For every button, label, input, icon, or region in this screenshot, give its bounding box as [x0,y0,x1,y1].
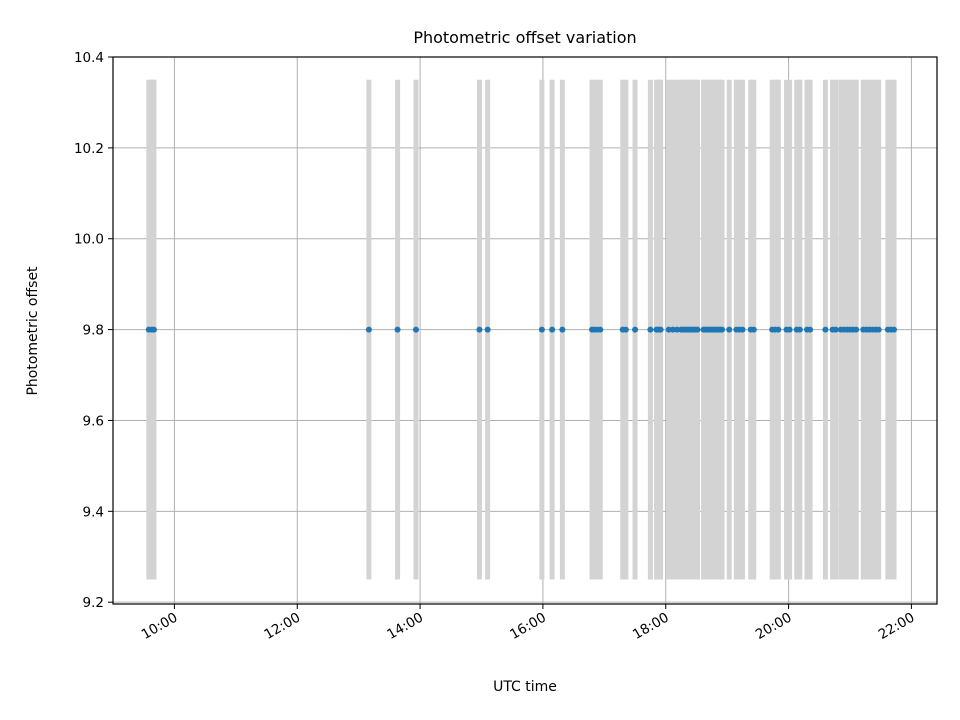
data-point [807,326,814,333]
chart-title: Photometric offset variation [413,28,636,47]
data-point [365,326,372,333]
data-point [484,326,491,333]
grid-lines [113,56,937,604]
data-point [476,326,483,333]
data-point [822,326,829,333]
data-point [875,326,882,333]
data-point [657,326,664,333]
x-tick-label: 12:00 [262,610,304,643]
y-tick-label: 9.4 [83,504,104,520]
x-axis-label: UTC time [493,679,557,695]
data-point [412,326,419,333]
data-point [549,326,556,333]
data-point [694,326,701,333]
data-point [786,326,793,333]
y-tick-label: 10.4 [74,50,104,66]
y-tick-label: 10.2 [74,141,104,157]
data-point [150,326,157,333]
data-point [622,326,629,333]
data-point [796,326,803,333]
y-tick-label: 9.8 [83,323,104,339]
plot-frame [112,56,938,605]
data-point [832,326,839,333]
y-tick-label: 10.0 [74,232,104,248]
y-axis-ticks: 9.2 9.4 9.6 9.8 10.0 10.2 10.4 [74,50,113,611]
y-tick-label: 9.6 [83,413,104,429]
x-tick-label: 14:00 [384,610,426,643]
data-point [739,326,746,333]
data-point [632,326,639,333]
data-point [394,326,401,333]
y-axis-label: Photometric offset [25,266,41,396]
data-point [726,326,733,333]
data-points [145,326,898,333]
x-tick-label: 18:00 [630,610,672,643]
data-point [719,326,726,333]
data-point [597,326,604,333]
x-tick-label: 22:00 [876,610,918,643]
x-tick-label: 10:00 [139,610,181,643]
data-point [775,326,782,333]
data-point [538,326,545,333]
y-tick-label: 9.2 [83,595,104,611]
x-axis-ticks: 10:00 12:00 14:00 16:00 18:00 20:00 22:00 [139,604,918,643]
x-tick-label: 16:00 [507,610,549,643]
data-point [853,326,860,333]
data-point [750,326,757,333]
data-point [647,326,654,333]
data-point [559,326,566,333]
x-tick-label: 20:00 [753,610,795,643]
data-point [891,326,898,333]
